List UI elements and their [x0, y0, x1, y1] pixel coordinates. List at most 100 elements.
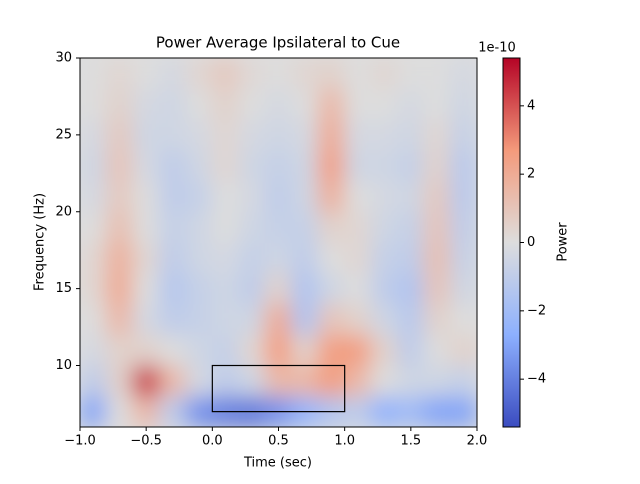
heatmap-cell [80, 88, 107, 120]
heatmap-cell [397, 119, 425, 151]
heatmap-cell [317, 88, 346, 120]
heatmap-cell [370, 119, 399, 151]
heatmap-cell [344, 149, 372, 182]
heatmap-cell [397, 88, 425, 120]
heatmap-cell [317, 58, 346, 90]
heatmap-cell [105, 119, 134, 151]
heatmap-cell [264, 272, 293, 305]
heatmap-cell [450, 395, 477, 427]
heatmap-cell [291, 242, 319, 274]
heatmap-cell [238, 58, 266, 90]
heatmap-cell [291, 88, 319, 120]
heatmap-cell [80, 180, 107, 213]
chart-title: Power Average Ipsilateral to Cue [156, 34, 400, 52]
heatmap-cell [344, 303, 372, 336]
heatmap-cell [397, 180, 425, 213]
heatmap-cell [423, 211, 452, 243]
heatmap-cell [158, 242, 187, 274]
heatmap-cell [185, 303, 213, 336]
y-tick-label: 10 [55, 358, 72, 373]
heatmap-cell [158, 303, 187, 336]
heatmap-cell [238, 334, 266, 366]
heatmap-cell [185, 395, 213, 427]
heatmap-cell [238, 88, 266, 120]
heatmap-cell [105, 272, 134, 305]
heatmap-cell [370, 272, 399, 305]
colorbar-tick-label: 4 [527, 98, 535, 113]
heatmap-cell [397, 242, 425, 274]
heatmap-cell [185, 149, 213, 182]
heatmap-cell [132, 180, 160, 213]
heatmap-cell [450, 58, 477, 90]
heatmap-cell [450, 334, 477, 366]
heatmap-cell [80, 242, 107, 274]
heatmap-cell [423, 365, 452, 397]
heatmap-cell [450, 365, 477, 397]
colorbar [502, 57, 521, 428]
heatmap-cell [370, 395, 399, 427]
heatmap-cell [158, 395, 187, 427]
heatmap-cell [344, 242, 372, 274]
colorbar-tick-label: −2 [527, 303, 546, 318]
heatmap-cell [423, 180, 452, 213]
heatmap-cell [264, 119, 293, 151]
heatmap-cell [211, 242, 240, 274]
x-tick-label: −1.0 [64, 434, 96, 449]
heatmap-cell [185, 119, 213, 151]
heatmap-cell [450, 303, 477, 336]
heatmap-cell [423, 149, 452, 182]
heatmap-cell [370, 365, 399, 397]
heatmap-cell [132, 395, 160, 427]
heatmap-cell [185, 272, 213, 305]
heatmap-cell [158, 88, 187, 120]
heatmap-cell [238, 149, 266, 182]
heatmap-cell [264, 180, 293, 213]
heatmap-cell [211, 211, 240, 243]
x-tick-label: 1.5 [400, 434, 421, 449]
x-tick-label: −0.5 [130, 434, 162, 449]
heatmap-cell [370, 149, 399, 182]
heatmap-cell [264, 149, 293, 182]
heatmap-cell [344, 395, 372, 427]
heatmap-cell [291, 58, 319, 90]
heatmap-cell [264, 242, 293, 274]
heatmap-cell [317, 303, 346, 336]
heatmap-cell [105, 58, 134, 90]
heatmap-cell [370, 180, 399, 213]
heatmap-cell [105, 365, 134, 397]
y-tick-label: 25 [55, 127, 72, 142]
heatmap-cell [105, 334, 134, 366]
heatmap-cell [80, 211, 107, 243]
heatmap-cell [80, 334, 107, 366]
heatmap-cell [80, 365, 107, 397]
heatmap-cell [370, 211, 399, 243]
heatmap-cell [317, 334, 346, 366]
heatmap-cell [238, 211, 266, 243]
heatmap-cell [132, 211, 160, 243]
heatmap-cell [291, 303, 319, 336]
heatmap-cell [450, 242, 477, 274]
heatmap-cell [185, 88, 213, 120]
heatmap-cell [264, 365, 293, 397]
heatmap-cell [344, 272, 372, 305]
heatmap-cell [105, 303, 134, 336]
heatmap-cell [211, 303, 240, 336]
annotation-rectangle [211, 364, 346, 413]
heatmap-cell [158, 180, 187, 213]
heatmap-cell [158, 211, 187, 243]
heatmap-cell [317, 242, 346, 274]
heatmap-cell [344, 58, 372, 90]
heatmap-cell [317, 180, 346, 213]
heatmap-cell [105, 180, 134, 213]
heatmap-cell [291, 180, 319, 213]
heatmap-cell [185, 58, 213, 90]
heatmap-cell [185, 180, 213, 213]
heatmap-cell [80, 303, 107, 336]
heatmap-cell [423, 334, 452, 366]
heatmap-cell [211, 272, 240, 305]
heatmap-cell [423, 88, 452, 120]
heatmap-cell [185, 334, 213, 366]
heatmap-cell [450, 272, 477, 305]
x-tick-label: 0.5 [268, 434, 289, 449]
